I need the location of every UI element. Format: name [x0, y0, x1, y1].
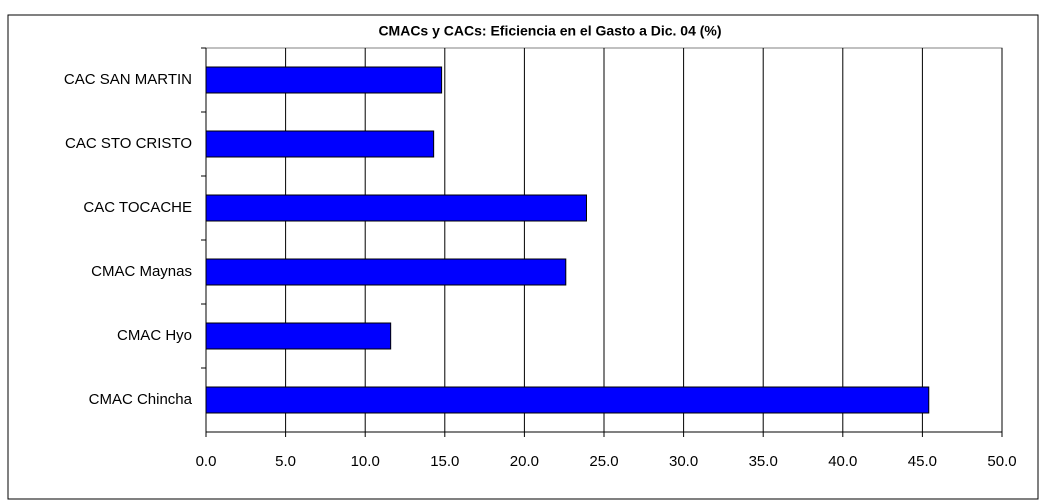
x-tick-label: 30.0	[669, 453, 698, 470]
x-tick-label: 45.0	[908, 453, 937, 470]
y-tick-label: CAC SAN MARTIN	[64, 71, 192, 88]
x-tick-label: 40.0	[828, 453, 857, 470]
x-tick-label: 35.0	[749, 453, 778, 470]
bar	[205, 386, 930, 414]
x-tick-label: 20.0	[510, 453, 539, 470]
y-tick-label: CMAC Maynas	[91, 263, 192, 280]
x-tick-label: 50.0	[987, 453, 1016, 470]
x-tick-label: 5.0	[275, 453, 296, 470]
bar	[205, 194, 587, 222]
y-tick-label: CAC STO CRISTO	[65, 135, 192, 152]
bar	[205, 130, 435, 158]
bar	[205, 66, 443, 94]
x-tick-label: 25.0	[589, 453, 618, 470]
y-tick-label: CMAC Hyo	[117, 327, 192, 344]
x-tick-label: 10.0	[351, 453, 380, 470]
chart-title: CMACs y CACs: Eficiencia en el Gasto a D…	[378, 23, 721, 39]
x-tick-label: 0.0	[196, 453, 217, 470]
bar	[205, 258, 567, 286]
y-tick-label: CMAC Chincha	[89, 391, 193, 408]
bar	[205, 322, 392, 350]
y-tick-label: CAC TOCACHE	[83, 199, 192, 216]
x-tick-label: 15.0	[430, 453, 459, 470]
